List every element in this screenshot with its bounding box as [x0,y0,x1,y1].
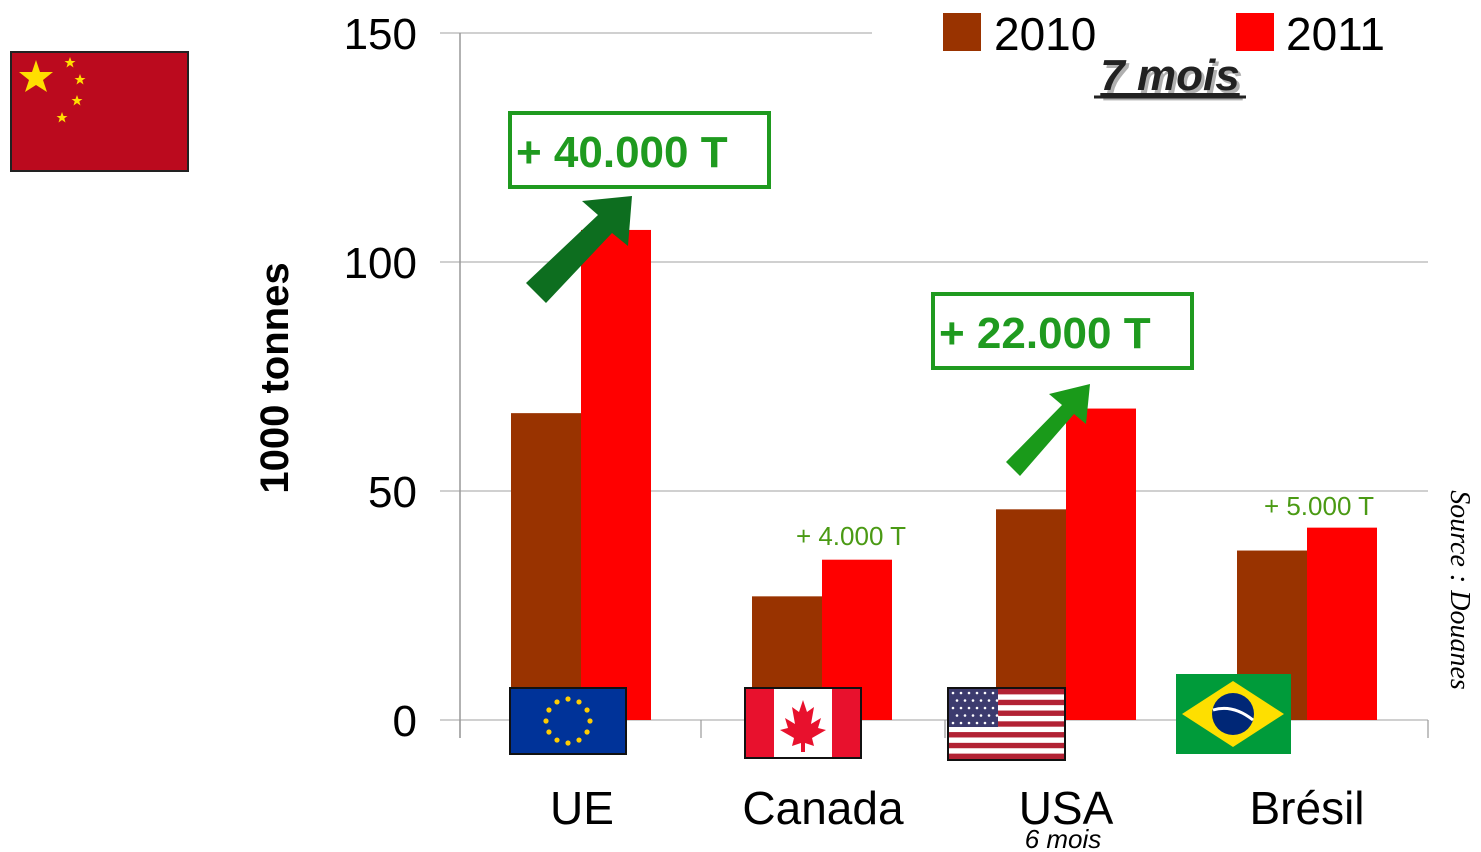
us-star [975,706,979,710]
usa-annotation: + 22.000 T [931,292,1194,476]
us-star [967,706,971,710]
us-star [991,691,995,695]
us-star [971,699,975,702]
us-star [959,691,963,695]
bresil-annotation-text: + 5.000 T [1264,491,1374,521]
us-star [987,699,991,702]
bar-2011-UE [581,229,651,720]
bar-2011-USA [1066,408,1136,720]
usa-annotation-text: + 22.000 T [939,309,1151,358]
china-flag [10,51,189,172]
us-star [959,706,963,710]
us-star [975,721,979,725]
eu-star [584,729,590,735]
category-label: UE [550,782,614,834]
eu-star [565,696,571,702]
y-tick-labels: 0 50 100 150 [344,10,417,746]
us-star [967,721,971,725]
us-star [979,699,983,702]
eu-flag [509,687,627,755]
period-label-shadow: 7 mois [1103,54,1242,103]
bar-2010-UE [511,413,581,720]
ue-annotation-text: + 40.000 T [516,128,728,177]
us-star [951,721,955,725]
us-star [951,691,955,695]
us-stripe [949,710,1064,716]
us-star [983,691,987,695]
y-tick-label: 100 [344,239,417,288]
category-label: Brésil [1249,782,1364,834]
us-star [995,699,999,702]
usa-note: 6 mois [1025,824,1102,852]
ue-growth-arrow [526,196,632,303]
us-stripe [949,689,1064,695]
eu-star [576,699,582,705]
us-star [955,714,959,717]
ue-annotation: + 40.000 T [508,111,771,303]
legend-swatch-2010 [943,13,981,51]
us-stripe [949,699,1064,706]
eu-star [587,718,593,724]
eu-star [554,737,560,743]
category-labels: UE Canada USA Brésil [550,782,1364,834]
eu-star [584,707,590,713]
canada-flag [744,687,862,759]
canada-annotation-text: + 4.000 T [796,521,906,551]
legend-swatch-2011 [1236,13,1274,51]
us-star [971,714,975,717]
bar-2010-USA [996,509,1066,720]
category-label: Canada [742,782,904,834]
bar-2011-Brésil [1307,527,1377,720]
us-star [983,706,987,710]
us-star [991,721,995,725]
usa-growth-arrow [1006,384,1090,476]
us-star [979,714,983,717]
y-tick-label: 50 [368,468,417,517]
us-stripe [949,753,1064,759]
eu-star [543,718,549,724]
brazil-flag [1176,674,1291,754]
us-star [963,699,967,702]
us-stripe [949,732,1064,738]
eu-star [546,707,552,713]
source-label: Source : Douanes [1444,490,1475,690]
eu-star [546,729,552,735]
y-tick-label: 150 [344,10,417,59]
us-star [983,721,987,725]
us-stripe [949,721,1064,727]
us-star [991,706,995,710]
us-stripe [949,742,1064,749]
us-star [967,691,971,695]
us-star [959,721,963,725]
eu-star [554,699,560,705]
period-label: 7 mois [1100,51,1239,100]
bars [511,229,1377,720]
y-tick-label: 0 [393,697,417,746]
us-star [951,706,955,710]
us-star [987,714,991,717]
legend-label-2011: 2011 [1286,8,1385,60]
eu-star [576,737,582,743]
eu-star [565,740,571,746]
legend-label-2010: 2010 [994,8,1096,60]
y-axis-label: 1000 tonnes [253,262,297,493]
us-star [975,691,979,695]
usa-flag [947,687,1066,761]
us-star [963,714,967,717]
us-star [995,714,999,717]
us-star [955,699,959,702]
category-label: USA [1019,782,1114,834]
legend: 2010 2011 [943,8,1385,60]
